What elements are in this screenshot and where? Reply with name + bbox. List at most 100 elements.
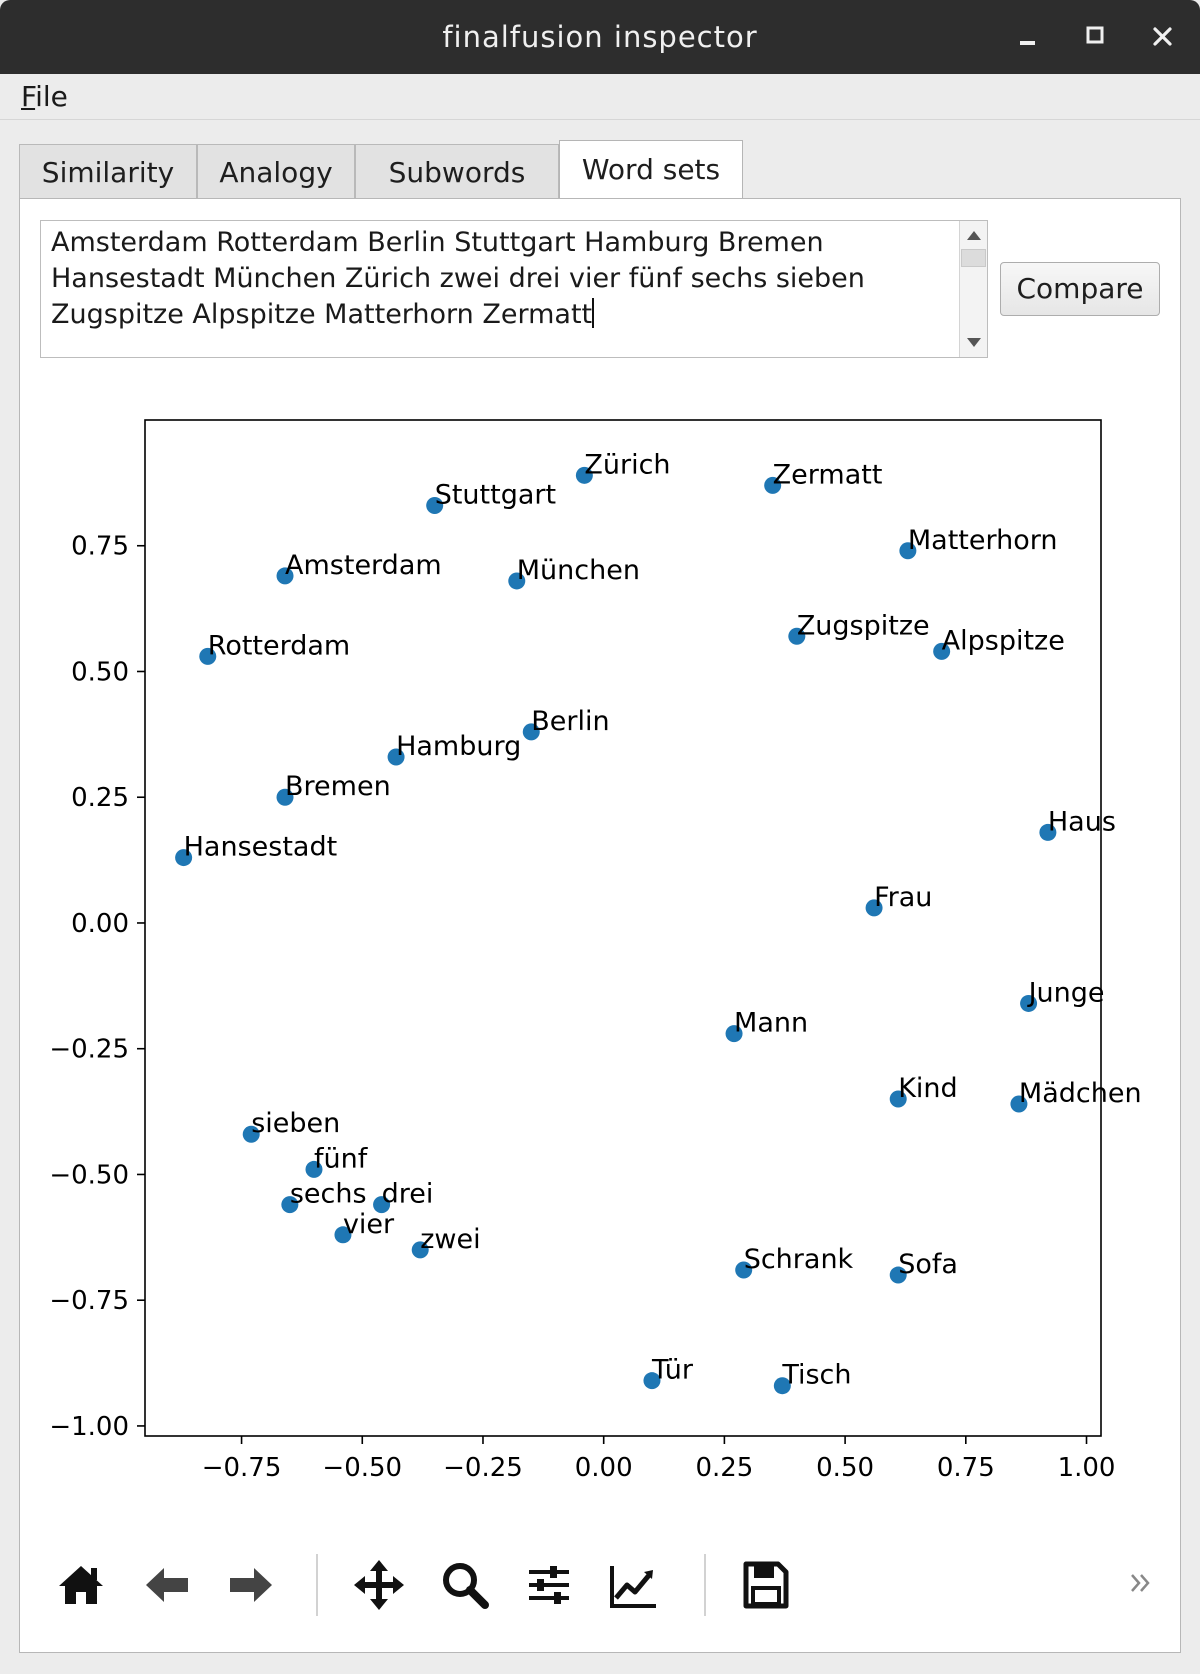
zoom-button[interactable] bbox=[432, 1552, 498, 1618]
maximize-button[interactable] bbox=[1076, 18, 1114, 56]
word-set-text[interactable]: Amsterdam Rotterdam Berlin Stuttgart Ham… bbox=[51, 227, 874, 330]
data-point-label: Berlin bbox=[531, 706, 609, 737]
tab-similarity[interactable]: Similarity bbox=[19, 144, 197, 199]
data-point[interactable] bbox=[735, 1261, 753, 1279]
data-point-label: Frau bbox=[874, 882, 932, 913]
data-point[interactable] bbox=[199, 647, 217, 665]
close-button[interactable] bbox=[1144, 18, 1182, 56]
data-point[interactable] bbox=[899, 542, 917, 560]
data-point-label: Hansestadt bbox=[184, 832, 338, 863]
scroll-down-arrow-icon[interactable] bbox=[966, 337, 982, 349]
tab-subwords[interactable]: Subwords bbox=[355, 144, 559, 199]
scatter-plot[interactable]: −0.75 −0.50 −0.25 0.00 0.25 0.50 0.75 1.00 0.75 0… bbox=[40, 372, 1160, 1524]
x-tick-label: 0.50 bbox=[816, 1453, 874, 1483]
data-point[interactable] bbox=[175, 849, 193, 867]
data-point[interactable] bbox=[276, 567, 294, 585]
menu-file-mnemonic: F bbox=[21, 80, 36, 113]
scroll-up-arrow-icon[interactable] bbox=[966, 229, 982, 241]
toolbar-separator bbox=[704, 1554, 706, 1616]
minimize-button[interactable] bbox=[1008, 18, 1046, 56]
data-point[interactable] bbox=[242, 1125, 260, 1143]
edit-axis-button[interactable] bbox=[600, 1552, 666, 1618]
y-tick-label: −0.50 bbox=[49, 1160, 129, 1190]
data-point[interactable] bbox=[305, 1160, 323, 1178]
floppy-disk-icon bbox=[743, 1561, 789, 1609]
y-tick-label: −0.75 bbox=[49, 1286, 129, 1316]
arrow-right-icon bbox=[230, 1568, 272, 1602]
tab-analogy[interactable]: Analogy bbox=[197, 144, 355, 199]
data-point-label: fünf bbox=[314, 1143, 369, 1174]
menu-bar: File bbox=[0, 74, 1200, 120]
menu-file[interactable]: File bbox=[21, 80, 68, 113]
configure-subplots-button[interactable] bbox=[516, 1552, 582, 1618]
menu-file-label: ile bbox=[35, 80, 68, 113]
scrollbar-thumb[interactable] bbox=[961, 249, 986, 267]
data-point-label: Stuttgart bbox=[435, 480, 556, 511]
pan-button[interactable] bbox=[346, 1552, 412, 1618]
chevron-double-right-icon[interactable] bbox=[1128, 1570, 1154, 1596]
arrow-left-icon bbox=[146, 1568, 188, 1602]
data-point[interactable] bbox=[426, 497, 444, 515]
data-point-label: Mädchen bbox=[1019, 1078, 1142, 1109]
data-point-label: Schrank bbox=[744, 1244, 854, 1275]
vertical-scrollbar[interactable] bbox=[959, 221, 987, 357]
data-point[interactable] bbox=[773, 1377, 791, 1395]
tab-bar: Similarity Analogy Subwords Word sets bbox=[19, 140, 1179, 200]
data-point-label: Tisch bbox=[781, 1360, 851, 1391]
data-point[interactable] bbox=[373, 1196, 391, 1214]
x-tick-label: 0.75 bbox=[937, 1453, 995, 1483]
x-tick-label: 0.25 bbox=[695, 1453, 753, 1483]
data-point-label: drei bbox=[382, 1179, 434, 1210]
data-point-label: Zermatt bbox=[773, 459, 883, 490]
back-button[interactable] bbox=[134, 1552, 200, 1618]
data-point-label: sechs bbox=[290, 1179, 367, 1210]
data-point[interactable] bbox=[281, 1196, 299, 1214]
data-point-label: Sofa bbox=[898, 1249, 958, 1280]
data-point[interactable] bbox=[865, 899, 883, 917]
text-caret bbox=[592, 298, 595, 328]
data-point[interactable] bbox=[889, 1090, 907, 1108]
data-point[interactable] bbox=[788, 627, 806, 645]
y-tick-label: 0.25 bbox=[71, 783, 129, 813]
tab-word-sets[interactable]: Word sets bbox=[559, 140, 743, 200]
x-tick-label: 1.00 bbox=[1058, 1453, 1116, 1483]
forward-button[interactable] bbox=[218, 1552, 284, 1618]
x-tick-label: −0.50 bbox=[322, 1453, 402, 1483]
x-tick-label: −0.25 bbox=[443, 1453, 523, 1483]
data-point[interactable] bbox=[276, 788, 294, 806]
x-tick-label: 0.00 bbox=[575, 1453, 633, 1483]
data-point[interactable] bbox=[508, 572, 526, 590]
data-point[interactable] bbox=[334, 1226, 352, 1244]
data-point[interactable] bbox=[725, 1025, 743, 1043]
minimize-icon bbox=[1020, 41, 1035, 45]
maximize-icon bbox=[1086, 26, 1104, 44]
data-point-label: vier bbox=[343, 1209, 395, 1240]
word-set-input[interactable]: Amsterdam Rotterdam Berlin Stuttgart Ham… bbox=[40, 220, 988, 358]
data-point-label: Amsterdam bbox=[285, 550, 442, 581]
compare-button[interactable]: Compare bbox=[1000, 262, 1160, 316]
data-point-label: Rotterdam bbox=[208, 630, 350, 661]
data-point-label: Tür bbox=[651, 1355, 694, 1386]
data-point[interactable] bbox=[764, 476, 782, 494]
data-point[interactable] bbox=[1020, 994, 1038, 1012]
data-point[interactable] bbox=[411, 1241, 429, 1259]
data-point[interactable] bbox=[933, 642, 951, 660]
data-point[interactable] bbox=[522, 723, 540, 741]
data-point[interactable] bbox=[1010, 1095, 1028, 1113]
data-point[interactable] bbox=[387, 748, 405, 766]
data-point-label: Matterhorn bbox=[908, 525, 1058, 556]
data-point[interactable] bbox=[1039, 823, 1057, 841]
data-point[interactable] bbox=[889, 1266, 907, 1284]
y-tick-label: −1.00 bbox=[49, 1412, 129, 1442]
y-tick-label: 0.50 bbox=[71, 657, 129, 687]
line-chart-icon bbox=[610, 1566, 656, 1608]
data-point[interactable] bbox=[575, 466, 593, 484]
plot-toolbar bbox=[40, 1548, 1160, 1624]
y-tick-label: 0.00 bbox=[71, 909, 129, 939]
window-title: finalfusion inspector bbox=[442, 20, 758, 54]
data-point-label: Zürich bbox=[584, 449, 670, 480]
data-point[interactable] bbox=[643, 1372, 661, 1390]
home-button[interactable] bbox=[48, 1552, 114, 1618]
save-figure-button[interactable] bbox=[732, 1552, 798, 1618]
title-bar: finalfusion inspector bbox=[0, 0, 1200, 74]
